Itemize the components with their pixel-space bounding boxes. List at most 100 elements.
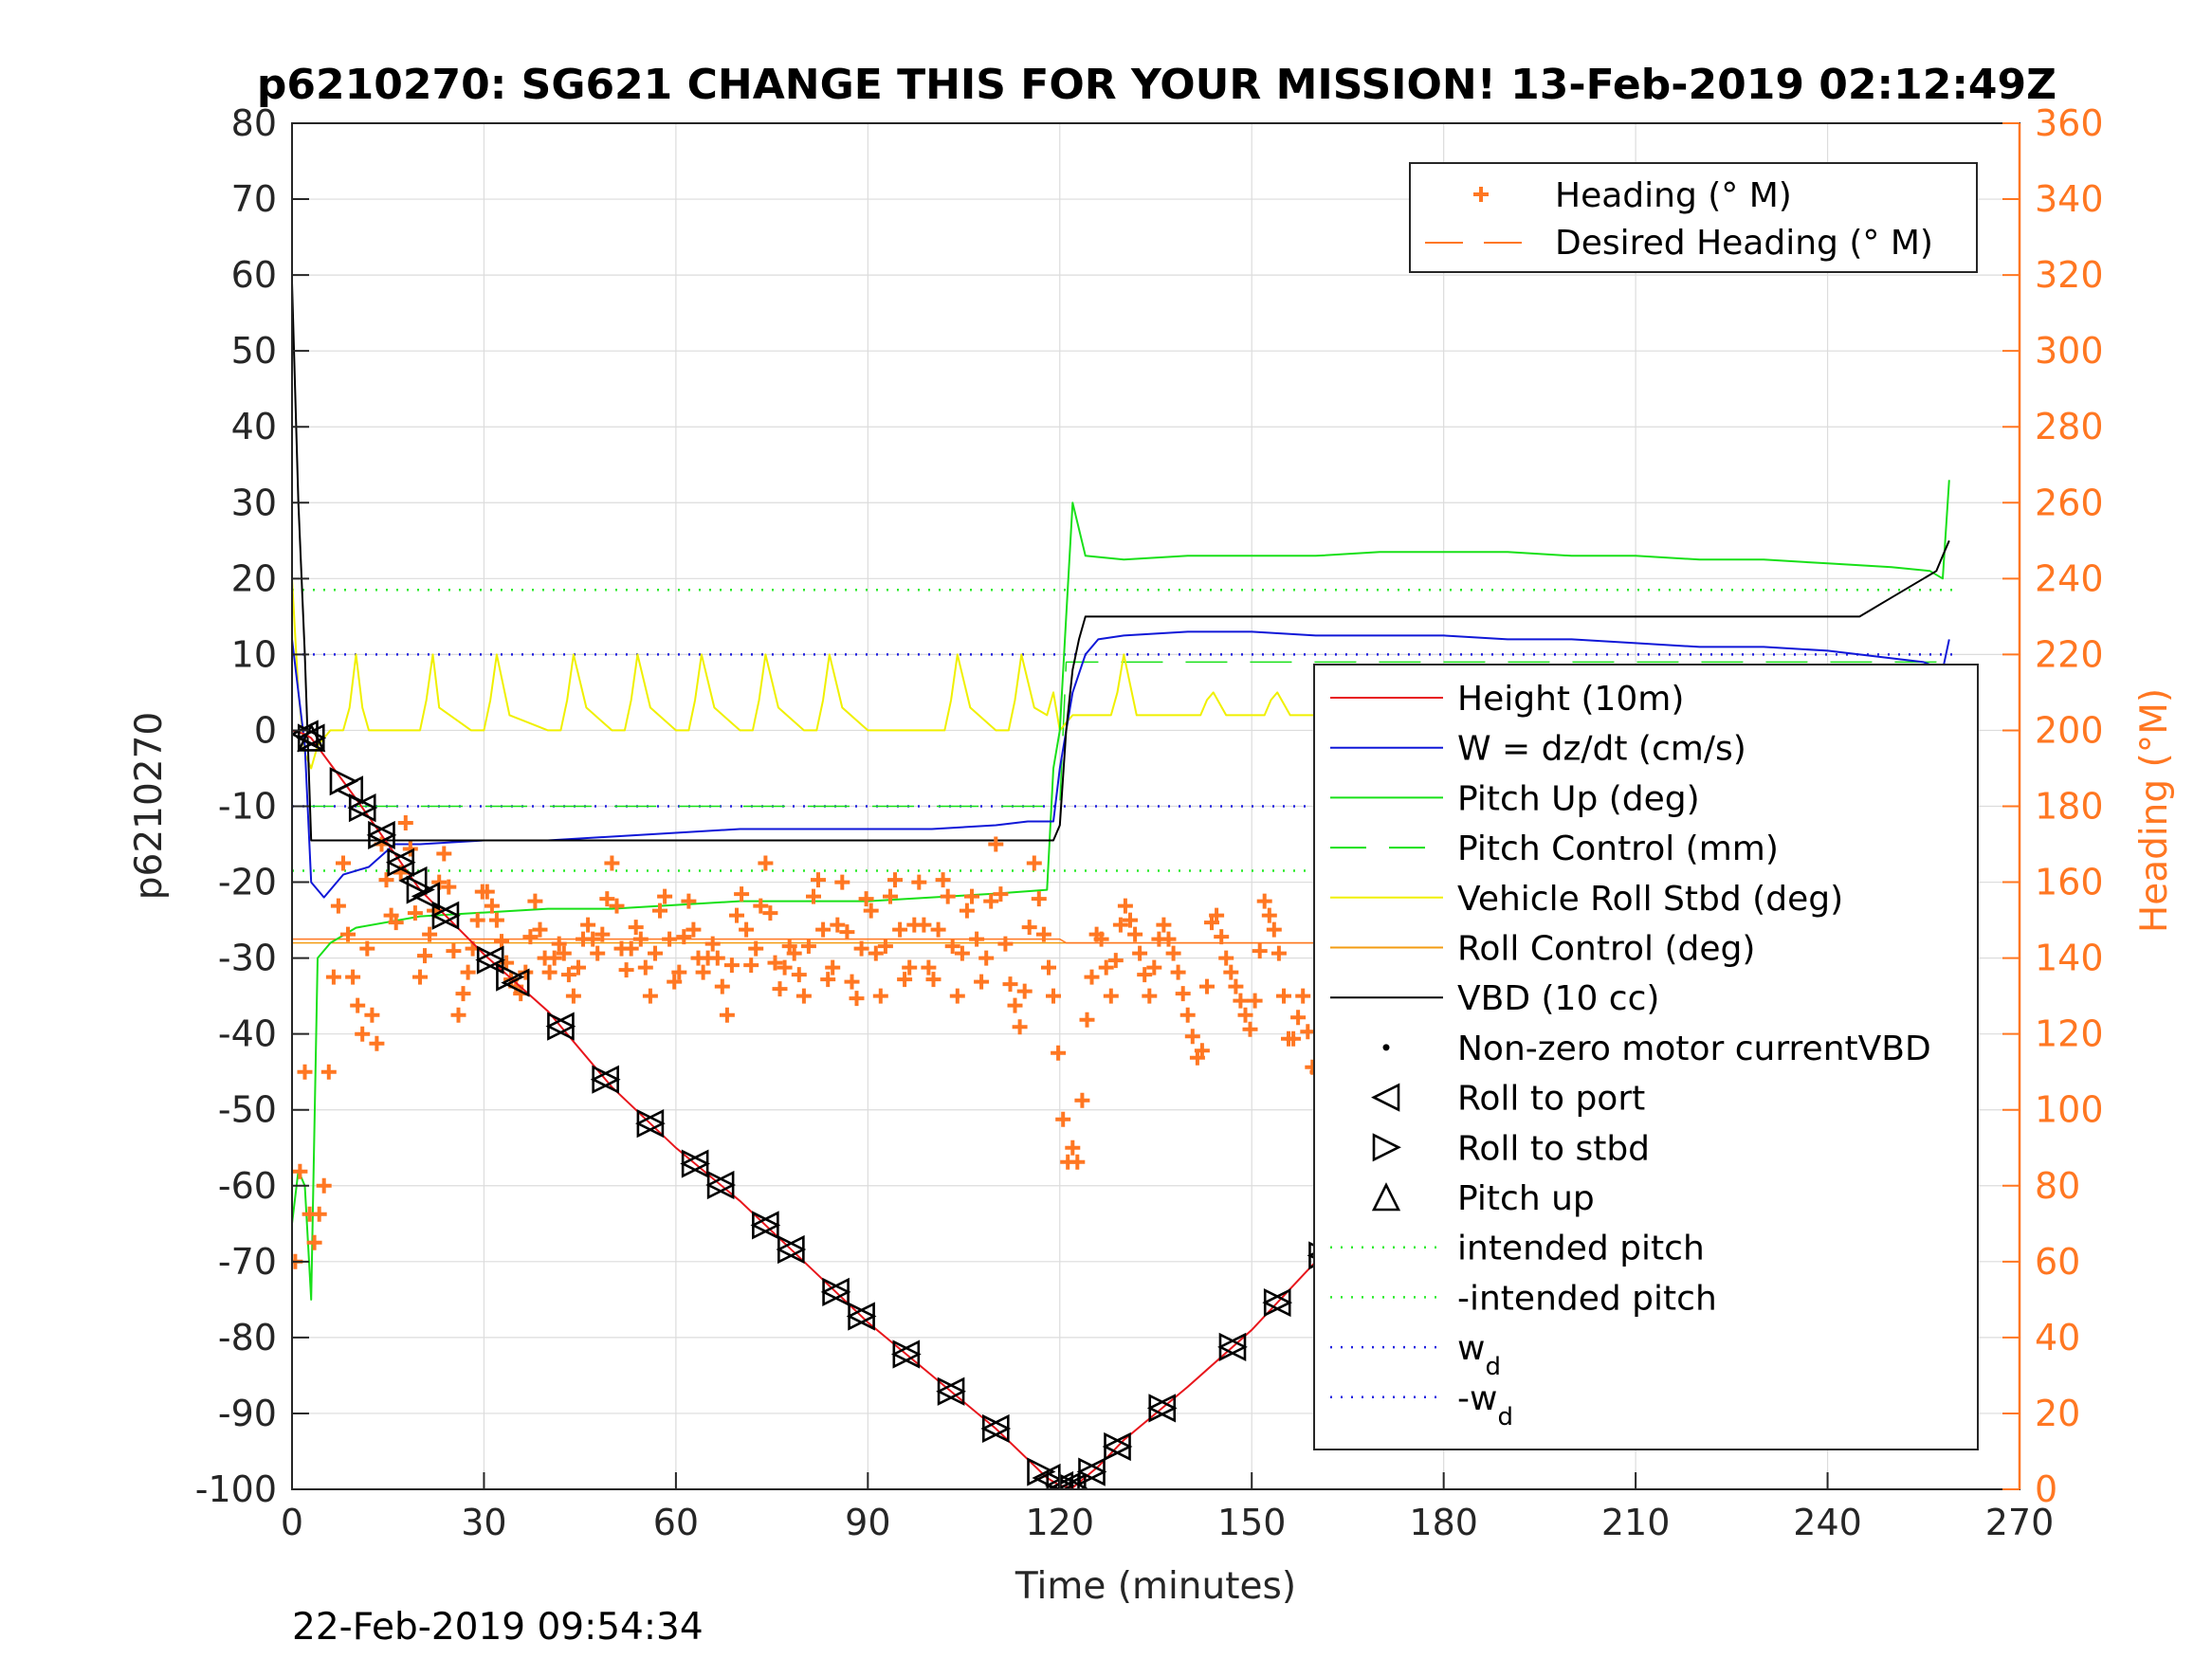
heading-point <box>1093 931 1109 947</box>
heading-point <box>546 950 562 966</box>
heading-point <box>877 939 893 955</box>
legend-label-text: Roll Control (deg) <box>1457 930 1755 969</box>
legend-label-text: Height (10m) <box>1457 680 1684 719</box>
heading-point <box>1179 1007 1196 1023</box>
y-left-tick-label: -90 <box>218 1393 277 1434</box>
heading-point <box>795 988 812 1004</box>
heading-point <box>565 988 581 1004</box>
heading-point <box>350 997 366 1013</box>
y-right-tick-label: 260 <box>2035 482 2104 523</box>
heading-point <box>723 957 740 974</box>
heading-point <box>397 815 413 830</box>
heading-point <box>892 921 908 938</box>
y-left-tick-label: -50 <box>218 1089 277 1131</box>
heading-point <box>580 917 596 933</box>
heading-point <box>734 886 750 902</box>
legend-label-text: Pitch Control (mm) <box>1457 830 1779 868</box>
y-right-tick-label: 80 <box>2035 1165 2080 1207</box>
heading-point <box>729 907 744 923</box>
heading-point <box>355 1026 371 1042</box>
roll-to-port-marker <box>411 882 441 911</box>
roll-to-stbd-marker <box>476 945 506 975</box>
heading-point <box>858 891 874 907</box>
heading-point <box>868 945 884 961</box>
heading-point <box>853 940 869 957</box>
legend-label: Non-zero motor currentVBD <box>1457 1030 1931 1068</box>
y-left-tick-label: 50 <box>231 330 277 372</box>
y-left-tick-label: -70 <box>218 1241 277 1283</box>
heading-point <box>825 959 841 975</box>
heading-point <box>1256 893 1272 909</box>
roll-to-stbd-marker <box>937 1376 966 1406</box>
heading-point <box>844 974 860 990</box>
heading-point <box>1132 945 1148 961</box>
heading-point <box>648 945 663 961</box>
y-right-tick-label: 280 <box>2035 406 2104 447</box>
heading-point <box>916 917 932 933</box>
roll-to-stbd-marker <box>406 875 435 904</box>
heading-point <box>1084 969 1100 985</box>
y-right-tick-label: 120 <box>2035 1013 2104 1055</box>
roll-to-stbd-marker <box>431 901 461 930</box>
heading-point <box>1079 1012 1095 1028</box>
heading-point <box>902 959 918 975</box>
heading-point <box>1228 978 1244 994</box>
heading-point <box>1184 1029 1200 1045</box>
heading-point <box>551 936 567 952</box>
legend-heading-swatch-plus <box>1473 187 1489 202</box>
heading-point <box>1098 959 1114 975</box>
x-tick-label: 120 <box>1026 1502 1095 1543</box>
heading-point <box>599 891 615 907</box>
legend-label-text: Vehicle Roll Stbd (deg) <box>1457 880 1843 919</box>
heading-point <box>887 872 903 888</box>
heading-point <box>590 945 606 961</box>
heading-point <box>1016 983 1033 999</box>
x-tick-label: 270 <box>1985 1502 2055 1543</box>
heading-point <box>1123 912 1138 928</box>
legend-heading-label: Desired Heading (° M) <box>1555 224 1933 263</box>
heading-point <box>695 964 711 980</box>
y-left-tick-label: -100 <box>195 1468 277 1510</box>
legend-main: Height (10m) W = dz/dt (cm/s) Pitch Up (de… <box>1313 664 1979 1450</box>
y-right-tick-label: 240 <box>2035 557 2104 599</box>
roll-to-stbd-marker <box>1078 1457 1107 1486</box>
roll-to-port-marker <box>1051 1472 1080 1489</box>
heading-point <box>1012 1019 1028 1035</box>
heading-point <box>469 912 485 928</box>
heading-point <box>743 957 759 974</box>
heading-point <box>1286 1030 1302 1047</box>
y-left-tick-label: 70 <box>231 178 277 220</box>
heading-point <box>1142 988 1158 1004</box>
x-tick-label: 240 <box>1793 1502 1862 1543</box>
legend-label: Roll to stbd <box>1457 1129 1650 1168</box>
pitch-up-marker <box>297 722 326 752</box>
heading-point <box>412 969 428 985</box>
heading-point <box>681 893 697 909</box>
heading-point <box>1074 1092 1090 1108</box>
x-tick-label: 60 <box>653 1502 699 1543</box>
roll-to-stbd-marker <box>1027 1457 1056 1486</box>
heading-point <box>834 874 850 890</box>
heading-point <box>417 948 432 964</box>
heading-point <box>1175 986 1191 1002</box>
heading-point <box>1290 1010 1307 1026</box>
heading-point <box>618 962 634 978</box>
y-right-tick-label: 140 <box>2035 938 2104 979</box>
legend-label-text: -intended pitch <box>1457 1279 1717 1318</box>
roll-to-stbd-marker <box>592 1065 621 1094</box>
legend-label-text: W = dz/dt (cm/s) <box>1457 730 1746 769</box>
heading-point <box>628 920 644 936</box>
heading-point <box>527 893 543 909</box>
heading-point <box>1103 988 1119 1004</box>
heading-point <box>1065 1139 1081 1156</box>
legend-swatch <box>1382 1044 1390 1051</box>
legend-label: Pitch up <box>1457 1179 1595 1218</box>
heading-point <box>1035 926 1051 942</box>
heading-point <box>1252 943 1268 959</box>
heading-point <box>484 898 500 914</box>
heading-point <box>1199 978 1215 994</box>
heading-point <box>1046 988 1061 1004</box>
roll-to-stbd-marker <box>348 793 378 823</box>
heading-point <box>940 888 956 904</box>
